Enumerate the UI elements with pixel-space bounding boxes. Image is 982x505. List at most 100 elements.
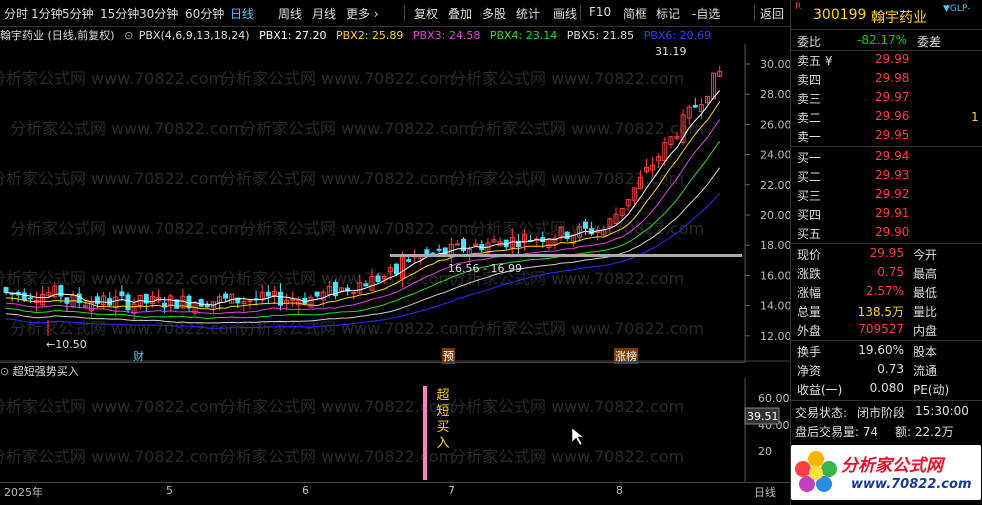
concept-tag-text: GLP- [949,4,971,14]
signal-chart[interactable]: 分析家公式网 www.70822.com 分析家公式网 www.70822.com… [0,378,790,482]
toolbar-item-19[interactable]: 返回 [760,7,785,21]
watermark: 分析家公式网 www.70822.com [470,319,704,338]
toolbar-item-10[interactable]: 复权 [414,7,439,21]
y-tick-1: 28.00 [760,88,790,101]
toolbar-item-14[interactable]: 画线 [553,7,578,21]
stat-value-3: 138.5万 [857,305,904,319]
toolbar-item-18[interactable]: -自选 [692,7,721,21]
ask-price-2[interactable]: 29.97 [875,90,910,104]
toolbar-item-0[interactable]: 分时 [4,7,29,21]
sub-chart-header: ⊙ 超短强势买入 [0,362,745,379]
stat-label-3: 总量 [797,305,822,319]
after-hours-amount: 额: 22.2万 [895,425,954,439]
toolbar-item-16[interactable]: 简框 [623,7,648,21]
watermark: 分析家公式网 www.70822.com [10,319,244,338]
watermark: 分析家公式网 www.70822.com [240,119,474,138]
y-tick-4: 22.00 [760,179,790,192]
candle-body [381,275,387,280]
indicator-settings-icon[interactable]: ⊙ [124,29,134,42]
bid-price-0[interactable]: 29.94 [875,149,910,163]
trade-status: 闭市阶段 [857,406,906,420]
toolbar-item-5[interactable]: 60分钟 [185,7,225,21]
toolbar-item-12[interactable]: 多股 [482,7,507,21]
toolbar-item-8[interactable]: 月线 [312,7,337,21]
ratio-value: -82.17% [857,33,908,47]
toolbar-item-3[interactable]: 15分钟 [100,7,140,21]
toolbar-item-6[interactable]: 日线 [230,7,255,21]
candle-body [149,295,155,305]
candle-body [674,136,680,139]
candle-body [58,285,64,297]
candle-body [583,221,588,229]
marker-top-list[interactable]: 涨榜 [614,348,638,364]
pbx4-value: PBX4: 23.14 [489,29,558,42]
ask-label-1: 卖四 [797,73,822,87]
logo-title: 分析家公式网 [841,456,943,476]
candle-body [308,297,314,308]
watermark: 分析家公式网 www.70822.com [450,169,684,188]
bid-price-3[interactable]: 29.91 [875,206,910,220]
stat-label2-2: 最低 [913,286,938,300]
marker-finance[interactable]: 财 [133,350,144,363]
candle-body [320,291,326,301]
watermark: 分析家公式网 www.70822.com [220,397,454,416]
ask-label-4: 卖一 [797,130,822,144]
mouse-cursor-icon [571,427,584,446]
candle-body [223,293,229,299]
stock-name: 翰宇药业 [871,10,927,26]
ratio-label: 委比 [797,35,822,49]
pbx-line-4 [5,141,721,320]
toolbar-item-1[interactable]: 1分钟 [31,7,63,21]
marker-forecast[interactable]: 预 [442,348,455,364]
watermark: 分析家公式网 www.70822.com [220,169,454,188]
bid-price-1[interactable]: 29.93 [875,168,910,182]
watermark: 分析家公式网 www.70822.com [0,269,224,288]
candle-body [625,199,631,207]
bid-price-4[interactable]: 29.90 [875,225,910,239]
concept-tag[interactable]: ▼GLP- [943,4,971,14]
y-tick-2: 26.00 [760,118,790,131]
candle-body [454,243,460,246]
signal-char-2: 短 [436,404,450,419]
toolbar-item-9[interactable]: 更多 › [346,7,379,21]
toolbar-item-17[interactable]: 标记 [656,7,681,21]
candle-body [705,95,710,104]
candle-body [332,281,338,297]
ask-price-0[interactable]: 29.99 [875,52,910,66]
ask-price-1[interactable]: 29.98 [875,71,910,85]
candle-body [131,303,137,314]
stat2-label2-0: 股本 [913,345,938,359]
indicator-name[interactable]: PBX(4,6,9,13,18,24) [138,29,250,42]
r-badge: R [795,2,802,12]
toolbar-item-11[interactable]: 叠加 [448,7,473,21]
ask-price-3[interactable]: 29.96 [875,109,910,123]
toolbar-item-7[interactable]: 周线 [278,7,303,21]
watermark: 分析家公式网 www.70822.com [240,219,474,238]
sub-current-value: 39.51 [747,410,779,423]
toolbar-item-2[interactable]: 5分钟 [62,7,94,21]
site-logo: 分析家公式网 www.70822.com [791,445,981,500]
toolbar-item-4[interactable]: 30分钟 [139,7,179,21]
sub-chart-title: 超短强势买入 [12,365,79,378]
stat-value-4: 709527 [858,322,904,336]
signal-bar [423,386,427,480]
toolbar-item-13[interactable]: 统计 [516,7,541,21]
watermark: 分析家公式网 www.70822.com [0,447,224,466]
stock-code: 300199 [813,7,867,23]
candle-body [46,292,52,296]
stat-label-2: 涨幅 [797,286,822,300]
collapse-icon[interactable]: ⊙ [0,365,10,378]
candle-body [21,292,27,301]
bid-label-3: 买四 [797,208,822,222]
ask-price-4[interactable]: 29.95 [875,128,910,142]
candle-body [52,285,58,298]
bid-price-2[interactable]: 29.92 [875,187,910,201]
candle-body [698,104,704,113]
signal-char-4: 入 [436,436,450,451]
candle-body [339,287,344,292]
flower-logo-icon [795,451,837,492]
toolbar-item-15[interactable]: F10 [589,5,612,19]
candle-body [711,72,717,100]
x-period-label[interactable]: 日线 [754,486,776,499]
